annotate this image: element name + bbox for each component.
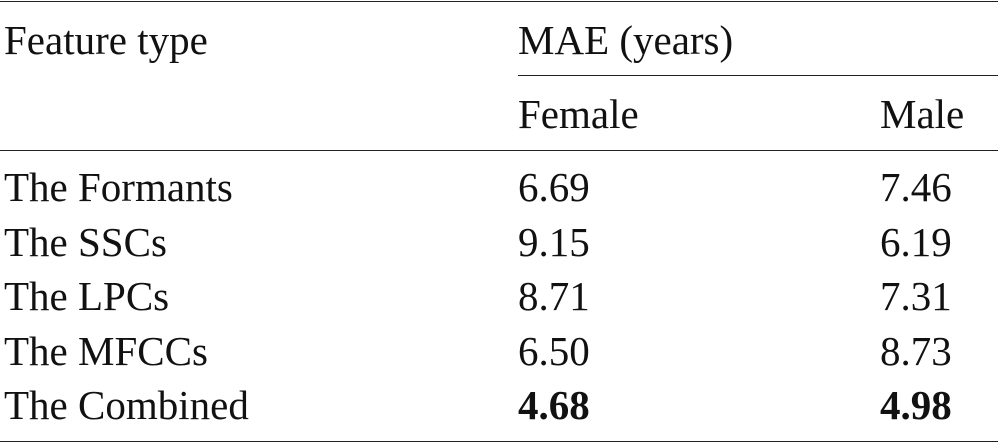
row-female-value: 6.69 — [518, 164, 590, 210]
top-rule — [0, 1, 998, 2]
header-rule — [0, 150, 998, 151]
group-rule — [518, 75, 998, 76]
row-male-value-best: 4.98 — [880, 382, 952, 428]
header-female: Female — [518, 91, 639, 137]
header-male: Male — [880, 91, 965, 137]
row-female-value: 9.15 — [518, 219, 590, 265]
row-feature: The MFCCs — [4, 328, 208, 374]
bottom-rule — [0, 441, 998, 442]
row-male-value: 8.73 — [880, 328, 952, 374]
row-feature: The SSCs — [4, 219, 167, 265]
row-female-value-best: 4.68 — [518, 382, 590, 428]
row-male-value: 7.46 — [880, 164, 952, 210]
row-male-value: 6.19 — [880, 219, 952, 265]
row-male-value: 7.31 — [880, 273, 952, 319]
row-feature: The LPCs — [4, 273, 170, 319]
row-female-value: 8.71 — [518, 273, 590, 319]
row-feature: The Formants — [4, 164, 233, 210]
row-feature: The Combined — [4, 382, 249, 428]
header-mae-group: MAE (years) — [518, 17, 734, 63]
row-female-value: 6.50 — [518, 328, 590, 374]
header-feature-type: Feature type — [4, 17, 208, 63]
